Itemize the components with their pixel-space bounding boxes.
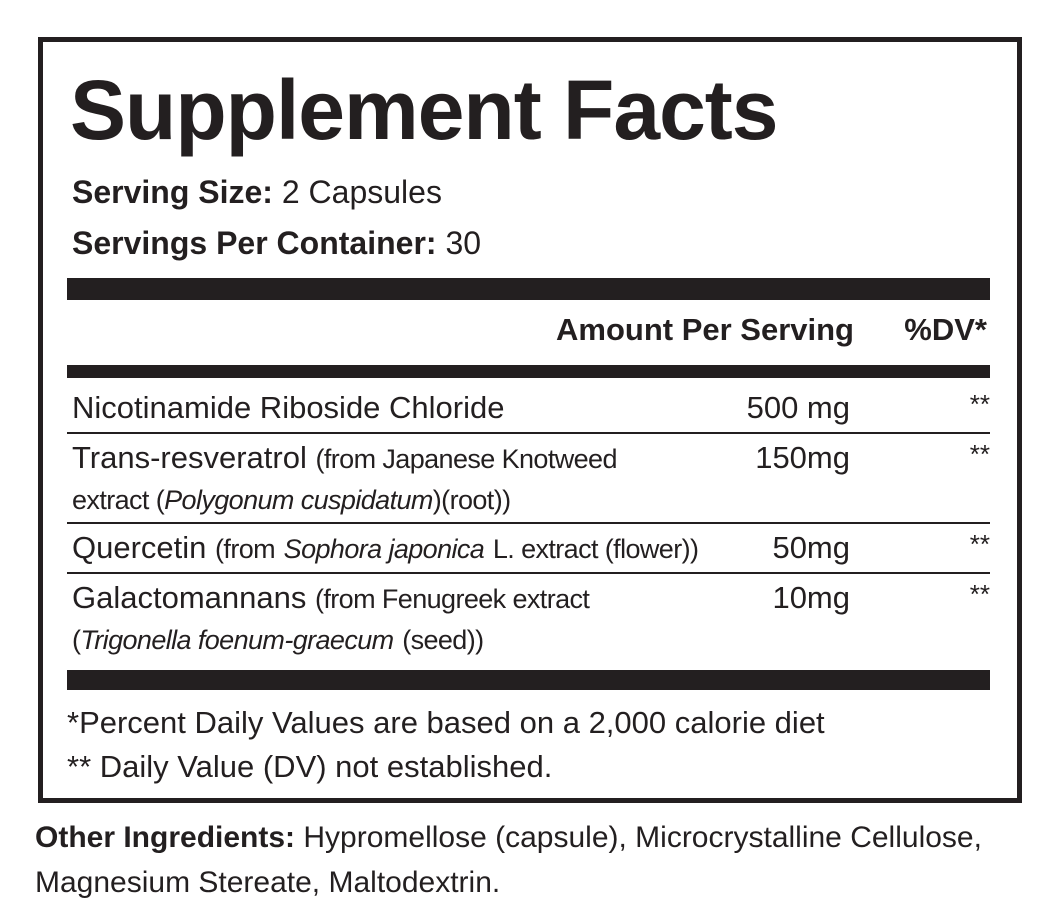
thin-rule: [67, 572, 990, 574]
amount: 500 mg: [746, 390, 850, 425]
dv: **: [969, 439, 990, 469]
thin-rule: [67, 522, 990, 524]
detail: extract (: [72, 485, 165, 515]
thick-rule: [67, 670, 990, 690]
amount: 50mg: [772, 530, 850, 565]
amount: 150mg: [755, 440, 850, 475]
amount-header: Amount Per Serving: [556, 312, 854, 347]
name: Trans-resveratrol: [72, 440, 307, 475]
other-ingredients: Other Ingredients: Hypromellose (capsule…: [35, 815, 1000, 905]
name: Nicotinamide Riboside Chloride: [72, 390, 505, 425]
latin-name: Polygonum cuspidatum: [164, 485, 433, 515]
dv: **: [969, 389, 990, 419]
latin-name: Trigonella foenum-graecum: [80, 625, 394, 655]
value: 2 Capsules: [281, 174, 442, 210]
thick-rule: [67, 278, 990, 300]
value: Hypromellose (capsule), Microcrystalline…: [35, 821, 982, 899]
detail: (from Fenugreek extract: [315, 584, 590, 614]
dv: **: [969, 579, 990, 609]
footnote: ** Daily Value (DV) not established.: [67, 749, 553, 784]
ingredient: Nicotinamide Riboside Chloride: [72, 388, 505, 428]
servings-per-container: Servings Per Container: 30: [72, 223, 481, 263]
detail: L. extract (flower)): [492, 534, 699, 564]
label-box: [38, 37, 1022, 803]
label: Servings Per Container:: [72, 225, 437, 261]
thin-rule: [67, 432, 990, 434]
detail: (from: [215, 534, 276, 564]
amount: 10mg: [772, 580, 850, 615]
footnote: *Percent Daily Values are based on a 2,0…: [67, 705, 825, 740]
detail: )(root)): [432, 485, 511, 515]
title: Supplement Facts: [70, 63, 778, 157]
ingredient: Trans-resveratrol (from Japanese Knotwee…: [72, 438, 617, 520]
serving-size: Serving Size: 2 Capsules: [72, 172, 442, 212]
detail: (from Japanese Knotweed: [315, 444, 617, 474]
name: Quercetin: [72, 530, 207, 565]
dv-header: %DV*: [904, 312, 987, 347]
ingredient: Galactomannans (from Fenugreek extract (T…: [72, 578, 590, 660]
value: 30: [445, 225, 482, 261]
latin-name: Sophora japonica: [283, 534, 485, 564]
label: Serving Size:: [72, 174, 273, 210]
detail: (seed)): [402, 625, 484, 655]
ingredient: Quercetin (from Sophora japonica L. extr…: [72, 528, 699, 569]
dv: **: [969, 529, 990, 559]
thick-rule: [67, 365, 990, 378]
detail: (: [72, 625, 81, 655]
label: Other Ingredients:: [35, 821, 296, 854]
name: Galactomannans: [72, 580, 307, 615]
